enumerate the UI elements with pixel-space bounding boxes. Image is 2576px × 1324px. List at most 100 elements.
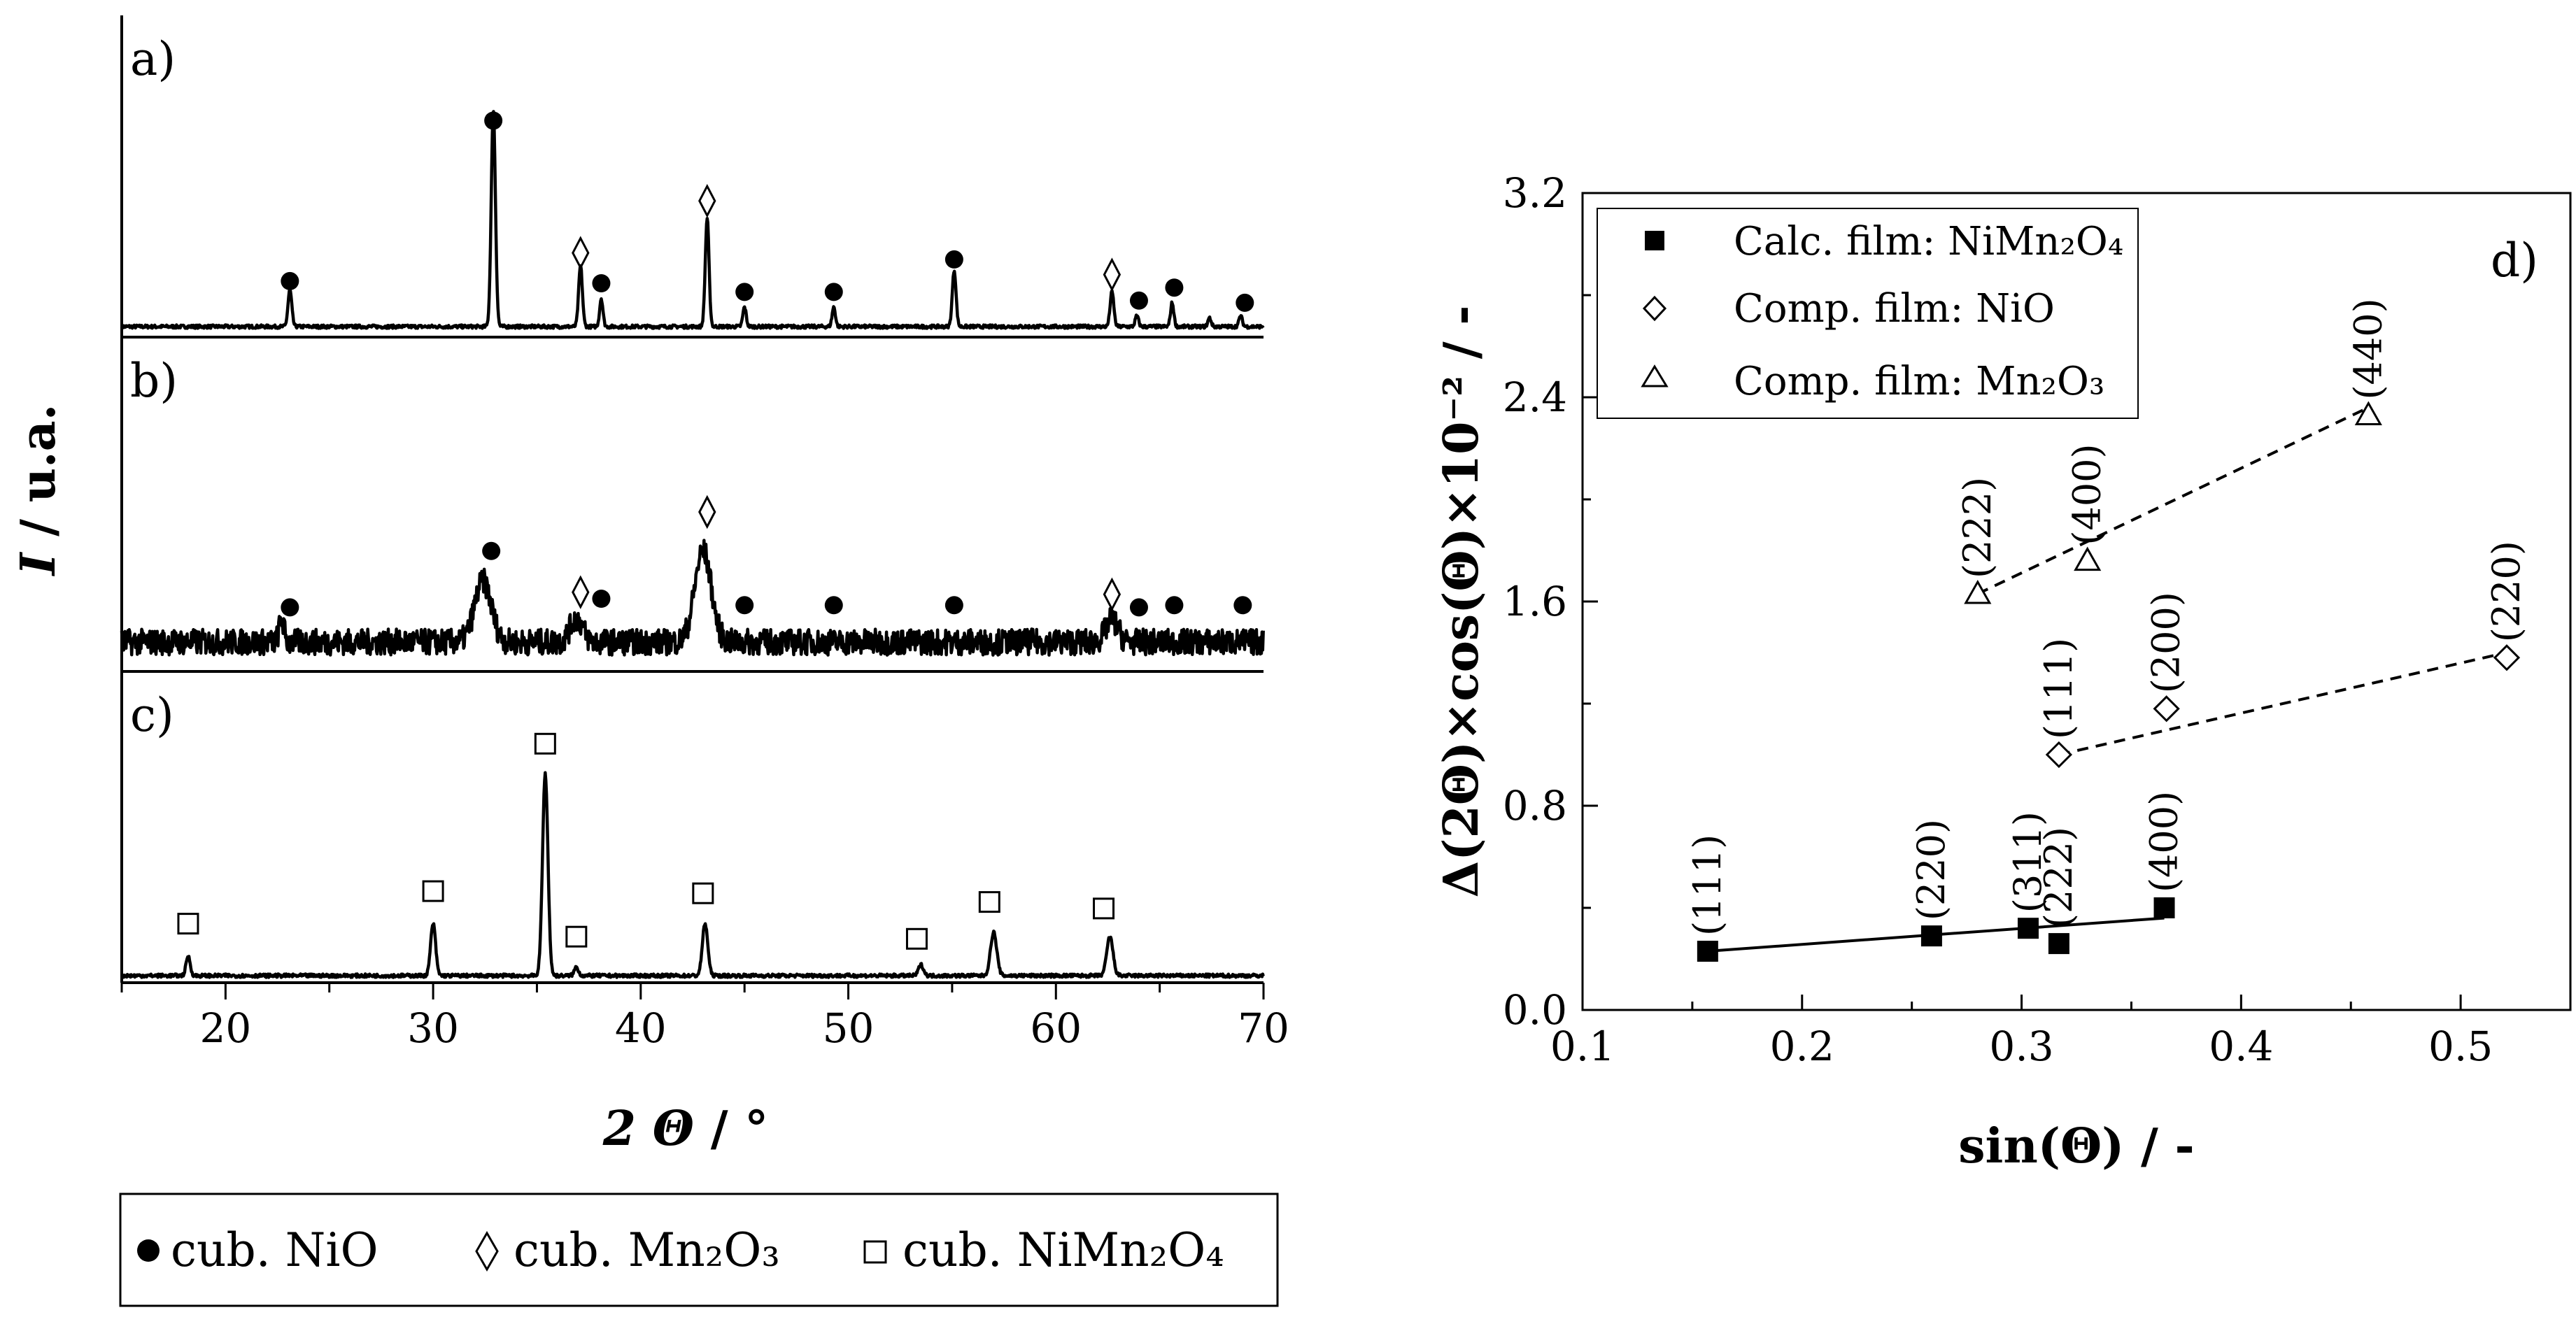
xrd-phase-marker-dot-icon [281, 598, 299, 617]
xrd-axes-frame [120, 15, 1264, 984]
wh-legend: Calc. film: NiMn₂O₄ Comp. film: NiO Comp… [1597, 208, 2139, 419]
legend-open-triangle-icon [1641, 364, 1669, 387]
wh-x-tick-label: 0.2 [1770, 1023, 1834, 1070]
xrd-phase-marker-square-icon [1093, 897, 1115, 920]
williamson-hall-plot: 0.1 0.2 0.3 0.4 0.5 0.0 0.8 1.6 2.4 3.2 (111) (220… [1434, 169, 2572, 1174]
xrd-phase-marker-dot-icon [1129, 291, 1148, 310]
wh-panel-label: d) [2491, 234, 2538, 287]
xrd-panel-label: c) [130, 688, 174, 742]
xrd-phase-marker-dot-icon [824, 283, 843, 301]
xrd-panel-label: a) [130, 32, 176, 86]
phase-legend-box [119, 1193, 1279, 1307]
wh-y-tick-label: 2.4 [1503, 373, 1567, 421]
wh-point-open-diamond-icon [2045, 741, 2073, 769]
wh-point-open-triangle-icon [2074, 546, 2102, 571]
legend-open-diamond-icon [1642, 295, 1667, 322]
xrd-phase-marker-dot-icon [482, 541, 501, 560]
xrd-panels: a) b) c) [120, 32, 1265, 979]
xrd-phase-marker-square-icon [692, 882, 714, 904]
wh-hkl-label: (440) [2346, 298, 2390, 399]
xrd-pattern-line-b [120, 539, 1265, 657]
wh-y-tick-label: 0.8 [1503, 782, 1567, 830]
wh-hkl-label: (311) [2006, 811, 2050, 913]
xrd-phase-marker-dot-icon [1129, 598, 1148, 617]
wh-hkl-labels: (111) (220) (311)(222) (400)(111) (200)(220)… [1685, 298, 2528, 936]
xrd-phase-marker-dot-icon [1165, 596, 1184, 615]
wh-point-filled-square-icon [1920, 925, 1942, 947]
xrd-phase-marker-square-icon [534, 732, 556, 755]
xrd-stacked-patterns: a) b) c) 20 30 40 50 60 70 I / u.a. 2 Θ / ° [10, 15, 1289, 1157]
legend-square-icon [863, 1240, 887, 1264]
xrd-phase-marker-dot-icon [735, 596, 754, 615]
wh-legend-box [1597, 208, 2139, 419]
wh-hkl-label: (222) [2037, 827, 2081, 928]
xrd-phase-marker-diamond-icon [698, 494, 716, 529]
xrd-x-ticks: 20 30 40 50 60 70 [120, 983, 1289, 1052]
xrd-phase-marker-square-icon [422, 880, 444, 902]
wh-y-tick-label: 3.2 [1503, 169, 1567, 217]
xrd-x-tick-label: 40 [615, 1004, 667, 1052]
wh-point-filled-square-icon [2153, 897, 2175, 918]
xrd-x-tick-label: 30 [407, 1004, 459, 1052]
wh-x-axis-title: sin(Θ) / - [1958, 1118, 2195, 1174]
xrd-phase-marker-diamond-icon [1103, 577, 1121, 612]
wh-point-open-diamond-icon [2493, 644, 2521, 671]
wh-point-open-triangle-icon [2354, 401, 2382, 426]
wh-y-tick-label: 1.6 [1503, 578, 1567, 625]
xrd-phase-marker-dot-icon [1165, 278, 1184, 297]
xrd-phase-marker-square-icon [177, 913, 199, 935]
legend-nimn2o4-label: cub. NiMn₂O₄ [903, 1223, 1224, 1277]
xrd-x-tick-label: 50 [823, 1004, 875, 1052]
wh-hkl-label: (220) [2484, 541, 2528, 642]
wh-x-tick-label: 0.1 [1550, 1023, 1615, 1070]
xrd-x-tick-label: 60 [1030, 1004, 1082, 1052]
wh-point-open-diamond-icon [2153, 695, 2180, 722]
legend-nio-label: cub. NiO [171, 1223, 378, 1277]
xrd-y-axis-title: I / u.a. [10, 404, 66, 577]
xrd-phase-marker-square-icon [905, 927, 928, 950]
xrd-phase-marker-diamond-icon [572, 575, 590, 609]
xrd-pattern-line-a [120, 110, 1265, 330]
xrd-phase-marker-dot-icon [592, 274, 611, 292]
xrd-phase-marker-square-icon [978, 891, 1000, 913]
wh-point-filled-square-icon [1697, 941, 1718, 962]
xrd-x-tick-label: 70 [1238, 1004, 1289, 1052]
wh-hkl-label: (111) [2037, 638, 2081, 739]
xrd-panel-label: b) [130, 354, 178, 408]
legend-mn2o3-label: cub. Mn₂O₃ [514, 1223, 780, 1277]
xrd-pattern-line-c [120, 771, 1265, 979]
xrd-phase-marker-dot-icon [484, 111, 503, 130]
wh-legend-mn2o3: Comp. film: Mn₂O₃ [1734, 359, 2104, 404]
wh-hkl-label: (200) [2144, 592, 2188, 693]
xrd-phase-marker-dot-icon [944, 596, 963, 615]
wh-data-points [1697, 401, 2521, 962]
xrd-phase-marker-diamond-icon [698, 183, 716, 218]
xrd-phase-marker-diamond-icon [1103, 257, 1121, 292]
xrd-phase-marker-square-icon [565, 925, 588, 948]
wh-hkl-label: (400) [2065, 443, 2109, 545]
legend-diamond-icon [475, 1230, 499, 1272]
xrd-phase-marker-dot-icon [944, 250, 963, 269]
wh-hkl-label: (220) [1909, 819, 1953, 920]
xrd-phase-marker-dot-icon [1236, 293, 1254, 312]
legend-filled-square-icon [1645, 231, 1664, 250]
wh-fit-line-1 [2058, 651, 2507, 756]
xrd-phase-marker-diamond-icon [572, 236, 590, 270]
wh-point-filled-square-icon [2048, 933, 2069, 955]
xrd-phase-marker-dot-icon [735, 283, 754, 301]
wh-point-filled-square-icon [2017, 918, 2039, 939]
xrd-phase-marker-dot-icon [592, 590, 611, 608]
xrd-phase-marker-dot-icon [1233, 596, 1252, 615]
wh-hkl-label: (111) [1685, 834, 1729, 936]
wh-y-axis-title: Δ(2Θ)×cos(Θ)×10⁻² / - [1434, 306, 1489, 898]
xrd-x-axis-title: 2 Θ / ° [602, 1101, 768, 1157]
wh-fit-line-2 [1976, 406, 2370, 595]
phase-legend: cub. NiO cub. Mn₂O₃ cub. NiMn₂O₄ [119, 1193, 1279, 1307]
wh-axis-ticks: 0.1 0.2 0.3 0.4 0.5 0.0 0.8 1.6 2.4 3.2 [1503, 169, 2572, 1070]
wh-legend-nio: Comp. film: NiO [1734, 286, 2055, 332]
wh-y-tick-label: 0.0 [1503, 986, 1567, 1034]
legend-dot-icon [137, 1239, 160, 1262]
wh-hkl-label: (222) [1955, 477, 2000, 578]
wh-x-tick-label: 0.4 [2209, 1023, 2273, 1070]
